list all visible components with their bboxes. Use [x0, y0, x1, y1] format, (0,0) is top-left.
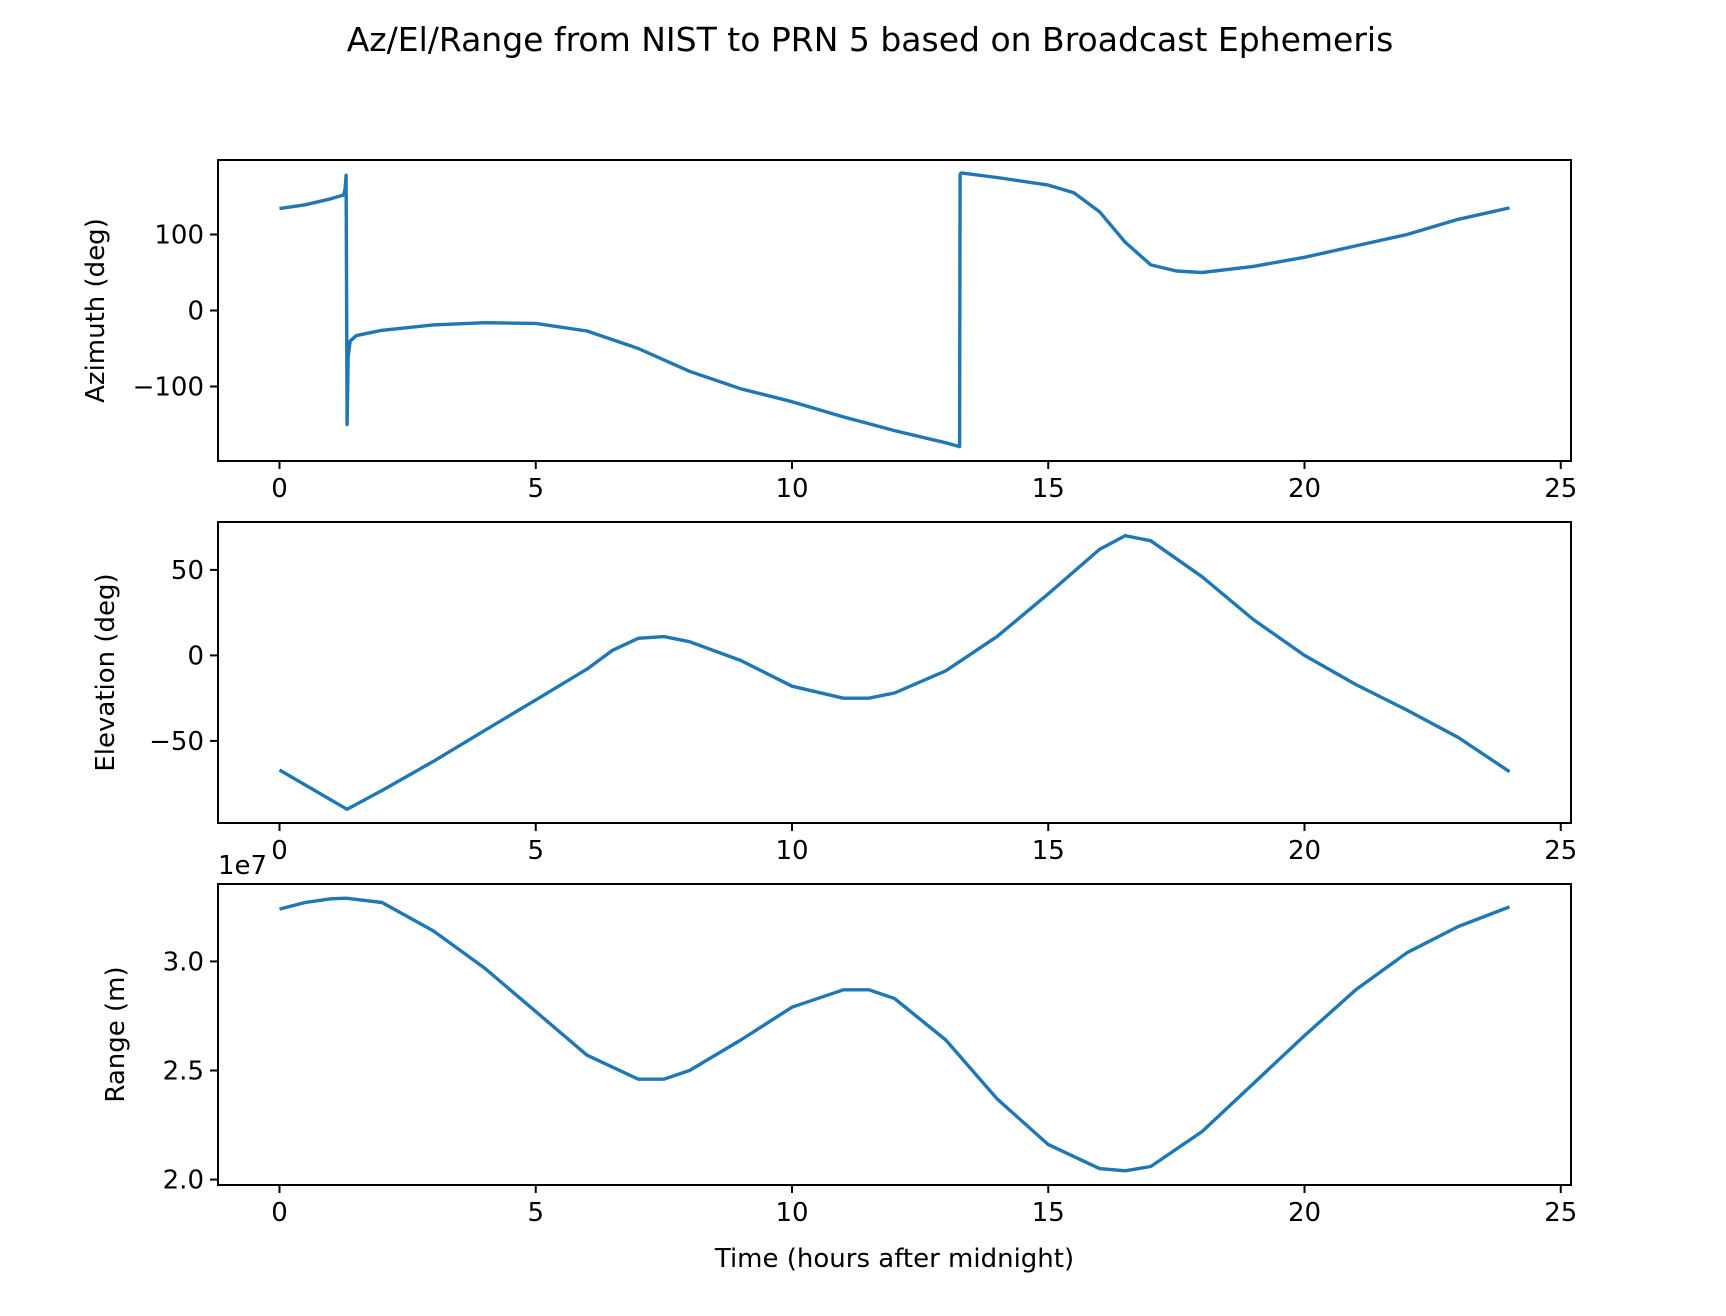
azimuth-xtick-label: 10	[775, 474, 808, 504]
azimuth-xtick-label: 20	[1288, 474, 1321, 504]
elevation-ytick-label: −50	[149, 727, 204, 757]
elevation-xtick-label: 10	[775, 836, 808, 866]
elevation-xtick-label: 5	[527, 836, 544, 866]
range-ytick-label: 3.0	[163, 947, 204, 977]
elevation-ytick-label: 0	[187, 641, 204, 671]
azimuth-xtick-label: 0	[271, 474, 288, 504]
subplot-azimuth: 0 5 10 15 20 25 100 0 −100 Azimuth (deg)	[81, 159, 1577, 504]
elevation-xtick-label: 25	[1544, 836, 1577, 866]
azimuth-xtick-label: 5	[527, 474, 544, 504]
elevation-ytick-label: 50	[171, 556, 204, 586]
range-xtick-label: 5	[527, 1198, 544, 1228]
azimuth-series-line	[279, 171, 1510, 449]
azimuth-ytick-label: −100	[133, 373, 204, 403]
subplot-elevation: 0 5 10 15 20 25 50 0 −50 Elevation (deg)	[91, 521, 1577, 866]
elevation-xtick-label: 20	[1288, 836, 1321, 866]
azimuth-xtick-label: 25	[1544, 474, 1577, 504]
elevation-xtick-label: 15	[1032, 836, 1065, 866]
azimuth-ytick-label: 100	[154, 220, 204, 250]
range-ytick-label: 2.0	[163, 1166, 204, 1196]
figure-title: Az/El/Range from NIST to PRN 5 based on …	[347, 20, 1394, 59]
azimuth-ylabel: Azimuth (deg)	[81, 218, 111, 403]
elevation-ylabel: Elevation (deg)	[91, 573, 121, 771]
elevation-series-line	[278, 534, 1511, 811]
range-xtick-label: 15	[1032, 1198, 1065, 1228]
azimuth-xtick-label: 15	[1032, 474, 1065, 504]
elevation-axes-frame	[217, 521, 1572, 824]
range-xtick-label: 0	[271, 1198, 288, 1228]
range-axes-frame	[217, 883, 1572, 1186]
azimuth-ytick-label: 0	[187, 297, 204, 327]
range-offset-text: 1e7	[218, 851, 267, 881]
range-ytick-label: 2.5	[163, 1056, 204, 1086]
range-xtick-label: 10	[775, 1198, 808, 1228]
range-xtick-label: 25	[1544, 1198, 1577, 1228]
elevation-xtick-label: 0	[271, 836, 288, 866]
subplot-range: 0 5 10 15 20 25 3.0 2.5 2.0 Range (m) Time (hours …	[101, 851, 1577, 1274]
range-series-line	[279, 896, 1511, 1173]
range-xlabel: Time (hours after midnight)	[714, 1244, 1074, 1274]
range-ylabel: Range (m)	[101, 966, 131, 1102]
range-xtick-label: 20	[1288, 1198, 1321, 1228]
